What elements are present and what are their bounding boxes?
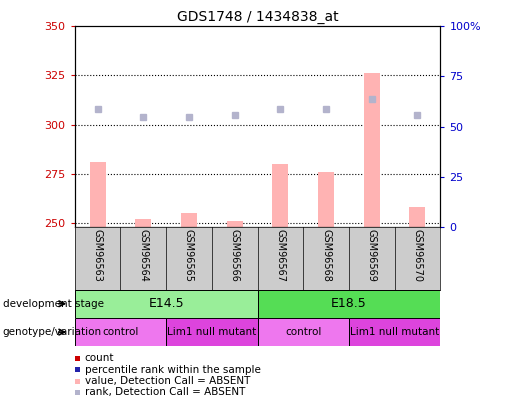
Text: count: count bbox=[84, 354, 114, 363]
Text: Lim1 null mutant: Lim1 null mutant bbox=[350, 327, 439, 337]
Text: percentile rank within the sample: percentile rank within the sample bbox=[84, 365, 261, 375]
Bar bbox=[227, 221, 243, 227]
Bar bbox=[349, 318, 440, 346]
Text: development stage: development stage bbox=[3, 299, 104, 309]
Text: GSM96563: GSM96563 bbox=[93, 229, 102, 281]
Text: GSM96569: GSM96569 bbox=[367, 229, 377, 281]
Bar bbox=[166, 318, 258, 346]
Bar bbox=[364, 73, 380, 227]
Bar bbox=[181, 213, 197, 227]
Text: GSM96564: GSM96564 bbox=[138, 229, 148, 281]
Text: GSM96570: GSM96570 bbox=[413, 229, 422, 282]
Text: genotype/variation: genotype/variation bbox=[3, 327, 101, 337]
Bar bbox=[75, 290, 258, 318]
Text: control: control bbox=[285, 327, 321, 337]
Text: control: control bbox=[102, 327, 139, 337]
Bar bbox=[135, 219, 151, 227]
Text: E14.5: E14.5 bbox=[148, 297, 184, 310]
Text: value, Detection Call = ABSENT: value, Detection Call = ABSENT bbox=[84, 376, 250, 386]
Text: rank, Detection Call = ABSENT: rank, Detection Call = ABSENT bbox=[84, 388, 245, 397]
Title: GDS1748 / 1434838_at: GDS1748 / 1434838_at bbox=[177, 10, 338, 24]
Text: E18.5: E18.5 bbox=[331, 297, 367, 310]
Bar bbox=[409, 207, 425, 227]
Text: Lim1 null mutant: Lim1 null mutant bbox=[167, 327, 256, 337]
Bar bbox=[318, 172, 334, 227]
Text: GSM96567: GSM96567 bbox=[276, 229, 285, 282]
Bar bbox=[75, 318, 166, 346]
Text: GSM96566: GSM96566 bbox=[230, 229, 239, 281]
Bar bbox=[258, 290, 440, 318]
Bar bbox=[258, 318, 349, 346]
Text: GSM96565: GSM96565 bbox=[184, 229, 194, 282]
Bar bbox=[90, 162, 106, 227]
Text: GSM96568: GSM96568 bbox=[321, 229, 331, 281]
Bar bbox=[272, 164, 288, 227]
